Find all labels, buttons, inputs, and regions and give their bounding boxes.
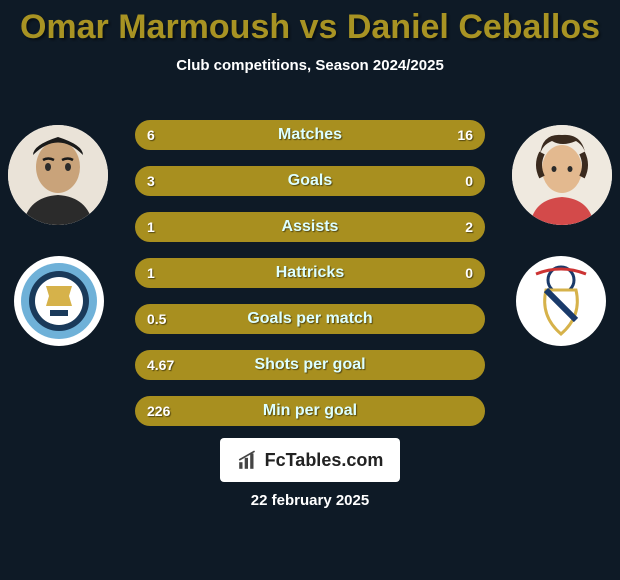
- player-right-avatar: [512, 125, 612, 225]
- club-left-badge: [14, 256, 104, 346]
- bar-label: Hattricks: [137, 264, 483, 282]
- stats-bars: Matches616Goals30Assists12Hattricks10Goa…: [135, 120, 485, 442]
- page-subtitle: Club competitions, Season 2024/2025: [0, 57, 620, 74]
- stat-bar: Min per goal226: [135, 396, 485, 426]
- bar-value-left: 226: [147, 403, 170, 419]
- bar-label: Assists: [137, 218, 483, 236]
- stat-bar: Assists1 2: [135, 212, 485, 242]
- stat-bar: Matches6 16: [135, 120, 485, 150]
- bar-value-left: 0.5: [147, 311, 166, 327]
- bar-label: Goals: [137, 172, 483, 190]
- bar-value-right: 0: [465, 265, 473, 281]
- bar-value-left: 3: [147, 173, 155, 189]
- bar-label: Goals per match: [137, 310, 483, 328]
- stat-bar: Goals3 0: [135, 166, 485, 196]
- player-left-avatar-icon: [8, 125, 108, 225]
- footer-brand: FcTables.com: [220, 438, 400, 482]
- stat-bar: Shots per goal4.67: [135, 350, 485, 380]
- bar-value-right: 0: [465, 173, 473, 189]
- page-title: Omar Marmoush vs Daniel Ceballos: [0, 0, 620, 47]
- bar-label: Shots per goal: [137, 356, 483, 374]
- bar-value-left: 4.67: [147, 357, 174, 373]
- bar-value-right: 2: [465, 219, 473, 235]
- stat-bar: Goals per match0.5: [135, 304, 485, 334]
- bar-value-right: 16: [457, 127, 473, 143]
- club-left-badge-icon: [14, 256, 104, 346]
- stat-bar: Hattricks1 0: [135, 258, 485, 288]
- footer-brand-text: FcTables.com: [265, 450, 384, 471]
- bar-value-left: 1: [147, 265, 155, 281]
- bar-value-left: 6: [147, 127, 155, 143]
- bar-label: Min per goal: [137, 402, 483, 420]
- club-right-badge-icon: [516, 256, 606, 346]
- player-right-avatar-icon: [512, 125, 612, 225]
- club-right-badge: [516, 256, 606, 346]
- footer-date: 22 february 2025: [0, 492, 620, 509]
- chart-icon: [237, 449, 259, 471]
- player-left-avatar: [8, 125, 108, 225]
- bar-label: Matches: [137, 126, 483, 144]
- bar-value-left: 1: [147, 219, 155, 235]
